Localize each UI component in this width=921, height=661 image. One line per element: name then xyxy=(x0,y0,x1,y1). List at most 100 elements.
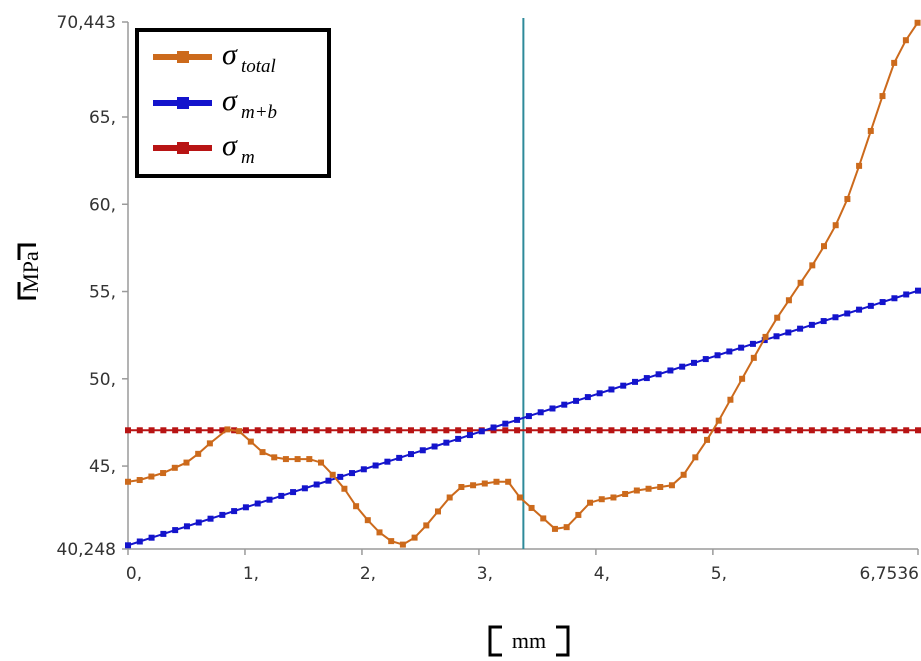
series-mb-point xyxy=(620,382,627,389)
series-mb-point xyxy=(148,534,155,541)
series-mb-point xyxy=(360,466,367,473)
series-total-point xyxy=(318,459,325,466)
y-tick-label: 70,443 xyxy=(57,13,116,33)
series-mb-point xyxy=(290,489,297,496)
x-axis-label: mm xyxy=(512,628,546,653)
legend-item-m: σ m xyxy=(153,129,255,168)
series-total-point xyxy=(715,417,722,424)
series-m-point xyxy=(207,427,214,434)
x-tick-label: 5, xyxy=(711,564,727,584)
x-tick-label: 1, xyxy=(243,564,259,584)
series-m-point xyxy=(160,427,167,434)
series-m-point xyxy=(667,427,674,434)
series-mb-point xyxy=(337,473,344,480)
series-m-point xyxy=(773,427,780,434)
series-m-point xyxy=(573,427,580,434)
series-m-point xyxy=(443,427,450,434)
series-mb-point xyxy=(231,508,238,515)
series-mb-point xyxy=(466,432,473,439)
series-m-point xyxy=(455,427,462,434)
series-total-point xyxy=(739,375,746,382)
series-m-point xyxy=(879,427,886,434)
series-m-point xyxy=(549,427,556,434)
series-mb-point xyxy=(820,318,827,325)
series-mb-point xyxy=(419,447,426,454)
series-mb-point xyxy=(183,523,190,530)
series-m-point xyxy=(301,427,308,434)
series-mb-point xyxy=(254,500,261,507)
series-layer xyxy=(125,18,921,549)
series-m-point xyxy=(360,427,367,434)
series-mb-point xyxy=(655,371,662,378)
series-mb-point xyxy=(136,538,143,545)
series-total-point xyxy=(774,314,781,321)
series-total-point xyxy=(750,354,757,361)
series-mb-point xyxy=(525,413,532,420)
x-tick-label: 6,7536 xyxy=(860,564,919,584)
series-m-point xyxy=(313,427,320,434)
series-total-point xyxy=(809,262,816,269)
series-total-point xyxy=(528,504,535,511)
series-m-point xyxy=(726,427,733,434)
series-mb-point xyxy=(797,325,804,332)
series-mb-point xyxy=(608,386,615,393)
series-m-point xyxy=(266,427,273,434)
series-total-point xyxy=(575,511,582,518)
series-total-point xyxy=(329,471,336,478)
legend-subscript-mb: m+b xyxy=(241,102,277,123)
series-m-point xyxy=(290,427,297,434)
series-total-point xyxy=(446,494,453,501)
series-total-point xyxy=(891,59,898,66)
axis-ticks: 40,248 45, 50, 55, 60, 65, 70,443 0, 1, 2, 3, 4, 5, 6… xyxy=(57,13,919,584)
series-mb-point xyxy=(632,378,639,385)
series-total-point xyxy=(341,485,348,492)
y-tick-label: 50, xyxy=(89,370,116,390)
series-total-point xyxy=(668,482,675,489)
series-mb-point xyxy=(502,420,509,427)
series-mb-point xyxy=(749,340,756,347)
series-total-point xyxy=(160,470,167,477)
series-total-point xyxy=(411,534,418,541)
series-total-point xyxy=(516,494,523,501)
series-m-point xyxy=(761,427,768,434)
series-mb-point xyxy=(325,477,332,484)
series-total-point xyxy=(259,449,266,456)
series-m-point xyxy=(915,427,921,434)
series-total-point xyxy=(820,243,827,250)
series-m-point xyxy=(172,427,179,434)
series-m-point xyxy=(195,427,202,434)
series-mb-point xyxy=(714,352,721,359)
series-mb-point xyxy=(490,424,497,431)
series-m-point xyxy=(136,427,143,434)
series-mb-point xyxy=(478,428,485,435)
series-total-point xyxy=(195,450,202,457)
series-m-point xyxy=(679,427,686,434)
series-mb-point xyxy=(844,310,851,317)
series-total-point xyxy=(867,127,874,134)
series-mb-point xyxy=(372,462,379,469)
series-mb-point xyxy=(679,363,686,370)
series-m-point xyxy=(584,427,591,434)
series-total-point xyxy=(587,499,594,506)
series-m-point xyxy=(254,427,261,434)
series-total-point xyxy=(551,525,558,532)
series-m-point xyxy=(643,427,650,434)
series-m-point xyxy=(537,427,544,434)
series-m-point xyxy=(620,427,627,434)
y-axis-label: MPa xyxy=(18,251,43,293)
series-m-point xyxy=(466,427,473,434)
series-total-point xyxy=(785,297,792,304)
series-total-point xyxy=(125,478,131,485)
series-mb-point xyxy=(879,299,886,306)
series-mb-point xyxy=(726,348,733,355)
series-total-point xyxy=(171,464,178,471)
series-m-point xyxy=(867,427,874,434)
series-m-point xyxy=(655,427,662,434)
series-m-point xyxy=(396,427,403,434)
y-unit-bracket-bottom xyxy=(17,282,36,300)
series-m-point xyxy=(561,427,568,434)
series-total-point xyxy=(598,496,605,503)
x-unit-bracket-right xyxy=(556,625,570,657)
series-mb-point xyxy=(396,454,403,461)
